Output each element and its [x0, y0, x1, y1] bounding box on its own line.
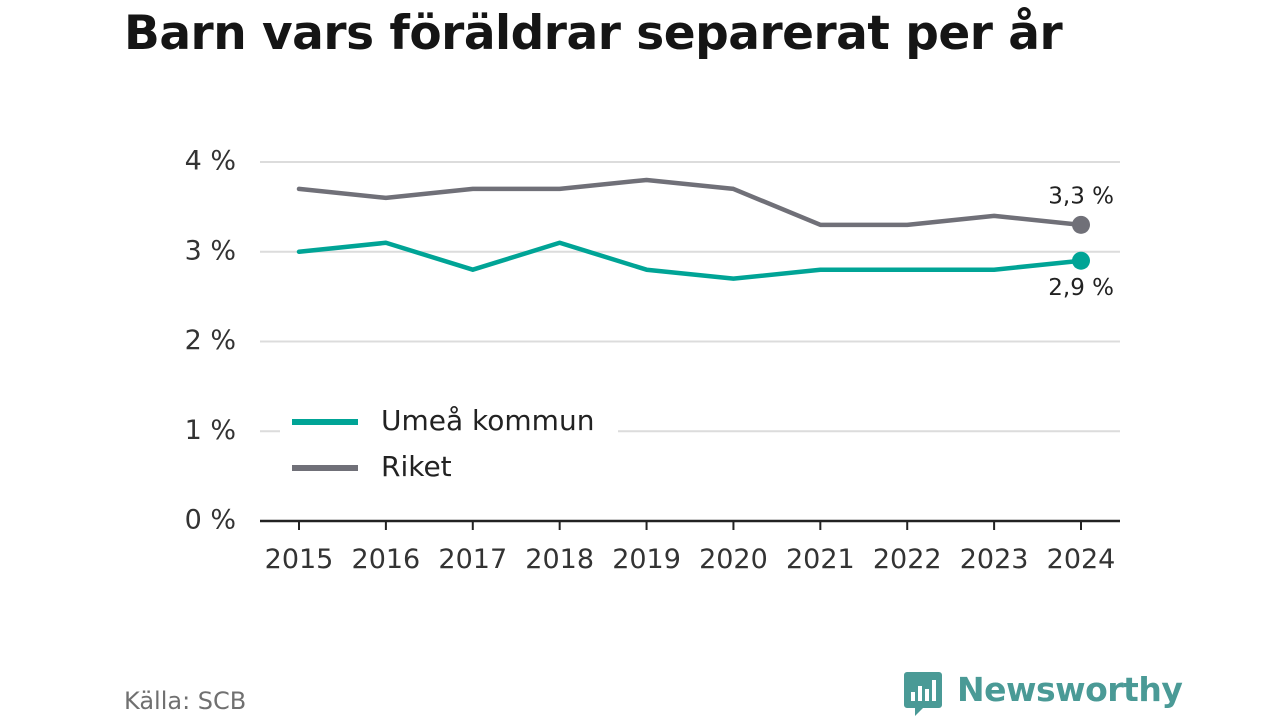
brand-name: Newsworthy: [957, 670, 1183, 709]
end-point-marker: [1072, 251, 1090, 270]
y-axis-ticks: 0 % 1 % 2 % 3 % 4 %: [185, 146, 236, 536]
x-tick-label: 2022: [873, 544, 942, 575]
x-tick-label: 2019: [612, 544, 681, 575]
x-tick-label: 2016: [352, 544, 421, 575]
y-tick-label: 4 %: [185, 146, 236, 177]
x-axis: 2015 2016 2017 2018 2019 2020 2021 2022 2023 2024: [260, 519, 1120, 575]
chart-title: Barn vars föräldrar separerat per år: [124, 6, 1063, 61]
end-value-label: 2,9 %: [1048, 275, 1114, 301]
y-tick-label: 3 %: [185, 235, 236, 266]
newsworthy-logo: Newsworthy: [903, 670, 1183, 720]
end-labels: 2,9 % 3,3 %: [1048, 183, 1114, 301]
series-lines: [296, 177, 1090, 281]
end-value-label: 3,3 %: [1048, 183, 1114, 209]
series-line: [296, 240, 1084, 281]
x-tick-label: 2020: [699, 544, 768, 575]
line-chart: 0 % 1 % 2 % 3 % 4 % 2015 2016 2017 2018 2019 2020…: [185, 146, 1120, 575]
x-tick-label: 2017: [438, 544, 507, 575]
legend-label: Riket: [381, 450, 452, 483]
source-text: Källa: SCB: [124, 687, 247, 715]
y-tick-label: 2 %: [185, 325, 236, 356]
legend-background: [280, 398, 618, 496]
y-tick-label: 0 %: [185, 505, 236, 536]
x-tick-label: 2024: [1047, 544, 1116, 575]
x-tick-label: 2023: [960, 544, 1029, 575]
legend: Umeå kommun Riket: [280, 398, 618, 496]
x-tick-label: 2015: [265, 544, 334, 575]
legend-label: Umeå kommun: [381, 404, 594, 437]
end-point-marker: [1072, 215, 1090, 234]
x-tick-label: 2021: [786, 544, 855, 575]
x-tick-label: 2018: [525, 544, 594, 575]
series-line: [296, 177, 1084, 228]
y-tick-label: 1 %: [185, 415, 236, 446]
gridlines: [260, 161, 1120, 433]
bar-chart-speech-bubble-icon: [904, 672, 942, 716]
